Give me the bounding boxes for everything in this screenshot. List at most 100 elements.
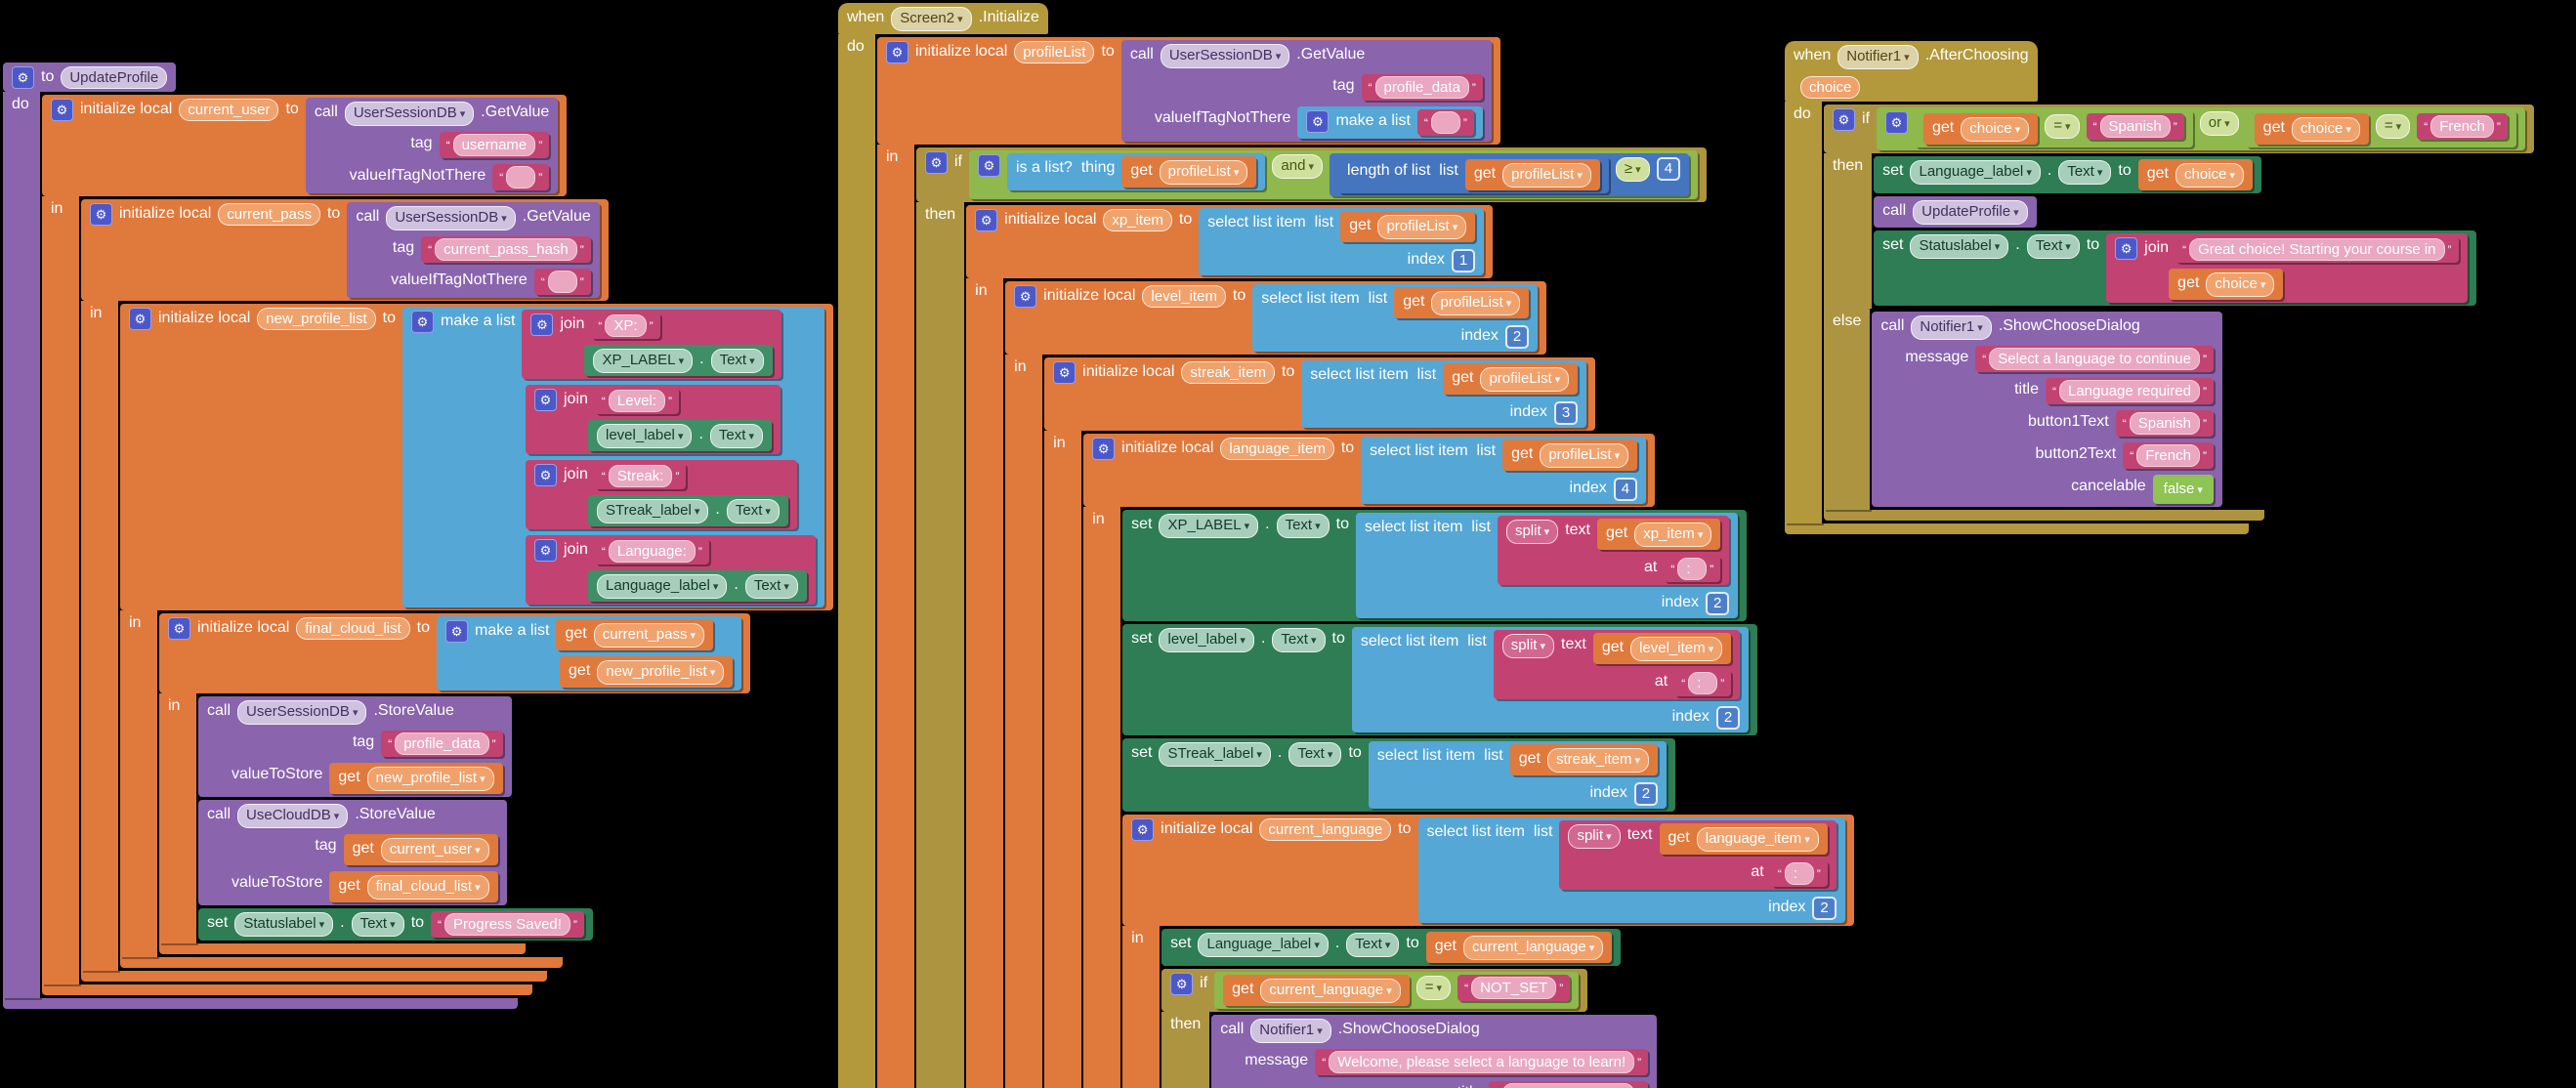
dropdown-field[interactable]: profileList	[1502, 163, 1591, 188]
dropdown-field[interactable]: UseCloudDB	[237, 804, 349, 828]
dropdown-field[interactable]: split	[1505, 520, 1559, 544]
dropdown-field[interactable]: profileList	[1159, 160, 1248, 185]
expr-list-block[interactable]: select list item list get profileList index…	[1361, 437, 1647, 504]
dropdown-field[interactable]: split	[1568, 824, 1621, 849]
block-meth[interactable]: callUseCloudDB.StoreValuetaggetcurrent_u…	[198, 800, 507, 905]
number-block[interactable]: 4	[1656, 157, 1681, 181]
mutator-gear-icon[interactable]: ⚙	[1306, 110, 1330, 133]
name-field[interactable]: level_item	[1142, 285, 1226, 308]
dropdown-field[interactable]: Text	[1288, 742, 1342, 767]
block-var[interactable]: ⚙ initialize local streak_item to select lis…	[1044, 357, 1854, 1088]
dropdown-field[interactable]: current_language	[1260, 979, 1401, 1003]
dropdown-field[interactable]: Text	[744, 574, 798, 599]
string-literal[interactable]	[1430, 111, 1460, 134]
expr-getc-block[interactable]: Language_label. Text	[588, 570, 807, 602]
name-field[interactable]: xp_item	[1103, 209, 1172, 231]
name-field[interactable]: new_profile_list	[257, 308, 376, 330]
block-set[interactable]: set Statuslabel. Textto “Progress Saved!”	[198, 908, 593, 941]
dropdown-field[interactable]: Language_label	[1910, 160, 2041, 185]
expr-txt-block[interactable]: ⚙ join “Language:” Language_label. Text	[526, 535, 816, 605]
string-literal[interactable]: Progress Saved!	[444, 913, 570, 936]
expr-var-block[interactable]: get profileList	[1394, 287, 1530, 318]
expr-logic-block[interactable]: ⚙ is a list? thing get profileList and length…	[969, 150, 1699, 199]
dropdown-field[interactable]: XP_LABEL	[593, 349, 694, 373]
mutator-gear-icon[interactable]: ⚙	[129, 308, 151, 330]
dropdown-field[interactable]: new_profile_list	[366, 767, 494, 791]
text-string-block[interactable]: “Welcome, please select a language to le…	[1315, 1049, 1649, 1075]
block-var[interactable]: ⚙ initialize local final_cloud_list to ⚙ make…	[159, 613, 751, 954]
expr-meth-block[interactable]: callUserSessionDB.GetValuetag“username”v…	[305, 98, 559, 193]
block-var[interactable]: ⚙ initialize local level_item to select list…	[1005, 281, 1854, 1088]
dropdown-field[interactable]: false	[2162, 479, 2205, 501]
expr-list-block[interactable]: ⚙make a list⚙join“XP:”XP_LABEL.Text⚙join…	[402, 307, 824, 607]
expr-var-block[interactable]: get profileList	[1443, 363, 1579, 395]
mutator-gear-icon[interactable]: ⚙	[1885, 111, 1908, 134]
expr-getc-block[interactable]: level_label. Text	[588, 420, 773, 451]
dropdown-field[interactable]: Screen2	[891, 7, 972, 31]
block-meth[interactable]: callNotifier1.ShowChooseDialogmessage“Se…	[1872, 312, 2222, 507]
string-literal[interactable]: current_pass_hash	[435, 238, 577, 261]
string-literal[interactable]: Choose language	[1501, 1083, 1635, 1088]
expr-list-block[interactable]: select list item list get profileList index…	[1252, 284, 1539, 352]
expr-var-block[interactable]: get profileList	[1340, 211, 1476, 242]
text-string-block[interactable]: “profile_data”	[1361, 74, 1483, 101]
name-field[interactable]: language_item	[1220, 438, 1334, 460]
block-set[interactable]: set Language_label. Texttoget choice	[1874, 156, 2261, 193]
string-literal[interactable]: Language required	[2058, 380, 2200, 402]
text-string-block[interactable]: “French”	[2417, 113, 2508, 140]
text-string-block[interactable]: “:”	[1674, 670, 1732, 696]
name-field[interactable]: final_cloud_list	[296, 617, 410, 640]
expr-getc-block[interactable]: STreak_label. Text	[588, 495, 788, 526]
string-literal[interactable]: NOT_SET	[1471, 977, 1557, 999]
dropdown-field[interactable]: UpdateProfile	[1913, 200, 2028, 225]
string-literal[interactable]	[506, 166, 536, 188]
expr-var-block[interactable]: get choice	[2254, 113, 2369, 145]
dropdown-field[interactable]: level_label	[597, 424, 693, 448]
text-string-block[interactable]: “ ”	[492, 164, 550, 190]
expr-var-block[interactable]: get final_cloud_list	[329, 871, 498, 902]
name-field[interactable]: choice	[1800, 76, 1861, 99]
text-string-block[interactable]: “Spanish”	[2086, 113, 2184, 140]
dropdown-field[interactable]: =	[2375, 114, 2411, 139]
string-literal[interactable]: Spanish	[2129, 412, 2200, 435]
dropdown-field[interactable]: profileList	[1431, 291, 1521, 315]
mutator-gear-icon[interactable]: ⚙	[925, 151, 948, 174]
expr-var-block[interactable]: get current_language	[1223, 975, 1410, 1006]
mutator-gear-icon[interactable]: ⚙	[534, 464, 557, 486]
block-event[interactable]: when Screen2 .Initialize do ⚙ initialize loca…	[838, 3, 1854, 1088]
text-string-block[interactable]: “current_pass_hash”	[421, 236, 591, 263]
dropdown-field[interactable]: Text	[351, 912, 404, 937]
mutator-gear-icon[interactable]: ⚙	[445, 620, 469, 643]
dropdown-field[interactable]: Text	[2058, 160, 2112, 185]
name-field[interactable]: current_pass	[218, 203, 320, 226]
expr-math-block[interactable]: length of list list get profileList	[1338, 156, 1609, 193]
expr-var-block[interactable]: get choice	[2137, 159, 2253, 190]
dropdown-field[interactable]: level_item	[1630, 637, 1723, 661]
string-literal[interactable]: Select a language to continue	[1989, 348, 2200, 370]
string-literal[interactable]: profile_data	[1374, 76, 1469, 99]
text-string-block[interactable]: “NOT_SET”	[1457, 975, 1571, 1001]
text-string-block[interactable]: “ ”	[1416, 109, 1474, 136]
dropdown-field[interactable]: Statuslabel	[1910, 234, 2009, 259]
dropdown-field[interactable]: choice	[2206, 272, 2275, 297]
expr-var-block[interactable]: get choice	[2169, 269, 2284, 300]
dropdown-field[interactable]: XP_LABEL	[1159, 514, 1259, 538]
dropdown-field[interactable]: Language_label	[1198, 933, 1329, 957]
number-block[interactable]: 2	[1715, 706, 1741, 730]
dropdown-field[interactable]: Text	[709, 424, 764, 448]
expr-var-block[interactable]: get current_language	[1425, 932, 1613, 963]
mutator-gear-icon[interactable]: ⚙	[534, 389, 557, 411]
mutator-gear-icon[interactable]: ⚙	[530, 314, 554, 336]
expr-var-block[interactable]: get streak_item	[1509, 744, 1659, 775]
expr-math-block[interactable]: length of list list get profileList ≥4	[1330, 153, 1690, 196]
expr-txt-block[interactable]: ⚙ join “Streak:” STreak_label. Text	[526, 460, 797, 529]
number-block[interactable]: 1	[1451, 249, 1476, 272]
string-literal[interactable]: profile_data	[395, 732, 489, 755]
dropdown-field[interactable]: current_user	[380, 838, 489, 862]
dropdown-field[interactable]: Notifier1	[1837, 45, 1919, 69]
dropdown-field[interactable]: Notifier1	[1250, 1019, 1331, 1043]
dropdown-field[interactable]: current_pass	[593, 623, 705, 648]
string-literal[interactable]: Spanish	[2099, 115, 2171, 138]
